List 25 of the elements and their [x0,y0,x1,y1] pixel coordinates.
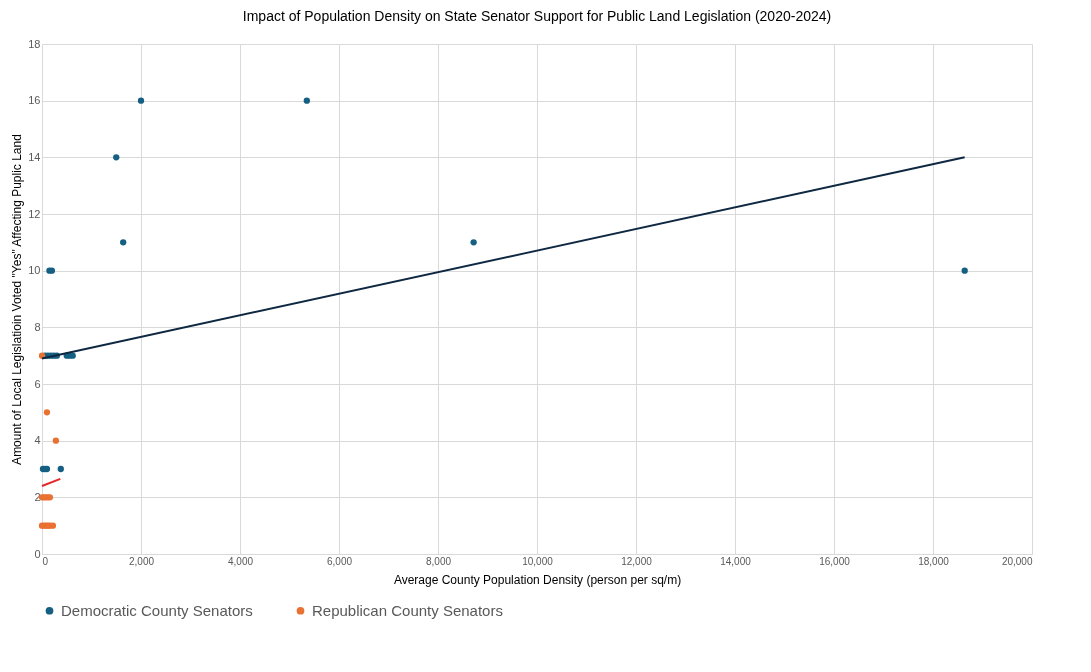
x-tick-label: 8,000 [425,555,452,567]
x-tick-label: 2,000 [128,555,155,567]
x-tick-label: 20,000 [1001,555,1033,567]
y-tick-label: 14 [28,150,41,163]
x-tick-label: 4,000 [227,555,254,567]
legend-label: Republican County Senators [312,601,503,619]
x-tick-label: 12,000 [621,555,653,567]
legend-label: Democratic County Senators [61,601,253,619]
x-tick-label: 6,000 [326,555,353,567]
y-axis-title: Amount of Local Legislatioin Voted "Yes" Affecting Puplic Land [10,134,25,465]
x-tick-label: 16,000 [819,555,851,567]
x-axis-title: Average County Population Density (person per sq/m) [393,572,682,587]
y-tick-label: 10 [28,264,41,277]
x-tick-label: 18,000 [918,555,950,567]
chart-title: Impact of Population Density on State Senator Support for Public Land Legislation (2020-2024) [242,8,832,24]
y-tick-label: 6 [34,377,41,390]
y-tick-label: 2 [34,490,41,503]
x-tick-label: 0 [42,555,49,567]
y-tick-label: 16 [28,94,41,107]
y-tick-label: 8 [34,320,41,333]
y-tick-label: 4 [34,434,41,447]
x-tick-label: 14,000 [720,555,752,567]
x-tick-label: 10,000 [522,555,554,567]
y-tick-label: 18 [28,37,41,50]
y-tick-label: 12 [28,207,41,220]
